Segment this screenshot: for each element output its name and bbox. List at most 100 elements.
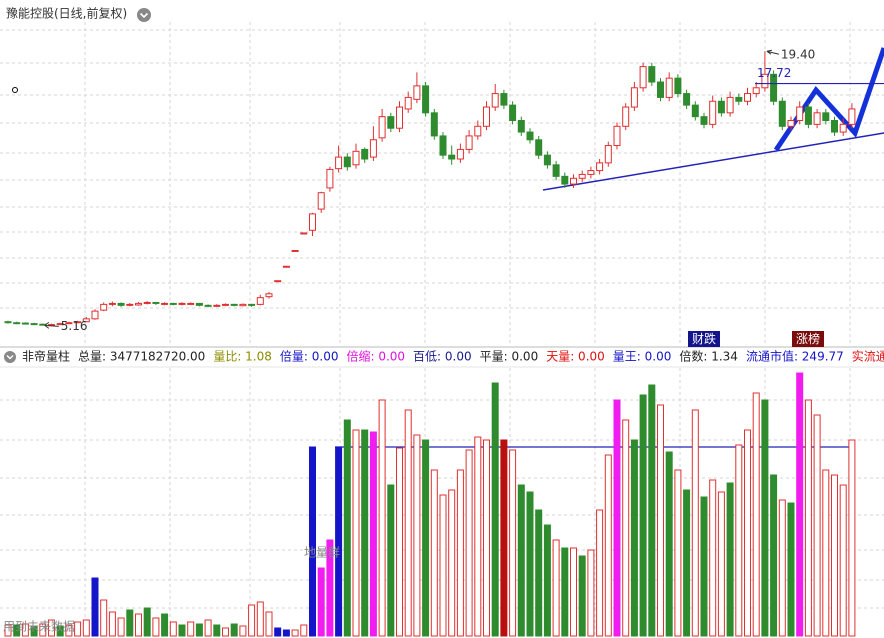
volume-bar <box>230 623 238 637</box>
candle-body <box>752 87 760 95</box>
candle-body <box>317 192 325 210</box>
volume-bar <box>456 469 464 637</box>
volume-stat: 倍量: 0.00 <box>280 349 339 364</box>
note: 用到未来数据 <box>3 619 75 634</box>
volume-bar <box>630 439 638 637</box>
candle-body <box>657 81 664 98</box>
badge-label: 涨榜 <box>796 331 820 346</box>
volume-bar <box>509 449 517 637</box>
candle-body <box>30 323 38 326</box>
volume-bar <box>709 479 717 637</box>
candle-body <box>65 322 73 325</box>
volume-bar <box>265 611 273 637</box>
candle-body <box>596 162 604 172</box>
candle-body <box>274 280 282 283</box>
volume-bar <box>108 611 116 637</box>
title-menu-icon[interactable] <box>137 8 151 22</box>
candle-body <box>108 302 116 305</box>
volume-bar <box>770 474 778 637</box>
candle-body <box>448 154 456 160</box>
volume-stat: 天量: 0.00 <box>546 350 605 364</box>
candle-body <box>135 302 142 306</box>
volume-bar <box>396 447 403 637</box>
badge-label: 财跌 <box>692 331 716 346</box>
candle-body <box>152 301 160 304</box>
candle-body <box>396 106 403 129</box>
volume-bar <box>300 624 308 637</box>
candle-body <box>648 66 656 83</box>
volume-bar <box>143 607 151 637</box>
candle-body <box>604 145 612 164</box>
candle-body <box>674 77 682 95</box>
volume-bar <box>30 625 38 637</box>
volume-bar <box>126 609 134 637</box>
candle-body <box>761 73 769 89</box>
volume-bar <box>726 482 734 637</box>
candle-body <box>256 297 264 305</box>
volume-stat: 总量: 3477182720.00 <box>78 350 205 364</box>
volume-bar <box>378 399 386 637</box>
candle-body <box>195 302 203 306</box>
candle-body <box>326 168 334 189</box>
candle-body <box>622 106 630 127</box>
candle-body <box>543 154 551 166</box>
candle-body <box>517 120 525 133</box>
candle-body <box>578 173 586 179</box>
candle-body <box>526 131 534 141</box>
volume-bar <box>361 429 369 637</box>
volume-bar <box>4 624 12 637</box>
volume-bar <box>483 439 490 637</box>
volume-bar <box>213 624 221 637</box>
candle-body <box>239 303 247 307</box>
volume-bar <box>570 547 577 637</box>
candle-body <box>822 112 830 122</box>
candle-body <box>291 249 299 252</box>
volume-stat: 百低: 0.00 <box>413 350 472 364</box>
volume-bar <box>56 625 64 637</box>
volume-bar <box>787 502 795 637</box>
candle-body <box>796 106 804 122</box>
candle-body <box>13 322 21 325</box>
volume-menu-icon[interactable] <box>4 351 16 363</box>
candle-body <box>178 302 186 305</box>
volume-stat: 量比: 1.08 <box>213 350 272 364</box>
volume-bar <box>161 613 169 637</box>
volume-bar <box>639 394 647 637</box>
candle-body <box>691 104 699 118</box>
candle-body <box>465 135 473 150</box>
volume-bar <box>248 604 256 637</box>
annotation-label: 5.16 <box>61 319 88 333</box>
candle-body <box>613 125 621 147</box>
volume-bar <box>222 627 229 637</box>
volume-bar <box>291 629 299 637</box>
candle-body <box>570 177 577 185</box>
candle-body <box>587 170 595 175</box>
candle-body <box>21 322 29 325</box>
candle-body <box>343 156 351 168</box>
volume-bar <box>335 446 343 637</box>
volume-bar <box>717 491 725 637</box>
volume-bar <box>309 446 316 637</box>
volume-bar <box>135 613 142 637</box>
candle-body <box>735 96 743 102</box>
candle-body <box>369 139 377 158</box>
candle-body <box>500 93 508 106</box>
volume-bar <box>65 624 73 637</box>
volume-bar <box>169 621 177 637</box>
annotation-arrow <box>766 49 780 55</box>
candle-body <box>248 303 256 306</box>
volume-bar <box>613 399 621 637</box>
zigzag-drawing <box>773 47 884 152</box>
candle-body <box>100 303 108 311</box>
volume-bar <box>282 629 290 637</box>
volume-stat: 倍数: 1.34 <box>679 349 738 364</box>
volume-bar <box>665 451 673 637</box>
volume-stat: 倍缩: 0.00 <box>346 349 405 364</box>
candle-body <box>143 301 151 304</box>
volume-bar <box>735 444 743 637</box>
candle-body <box>770 73 778 102</box>
volume-bar <box>691 409 699 637</box>
volume-bar <box>813 414 821 637</box>
volume-bar <box>343 419 351 637</box>
volume-bar <box>474 436 482 637</box>
